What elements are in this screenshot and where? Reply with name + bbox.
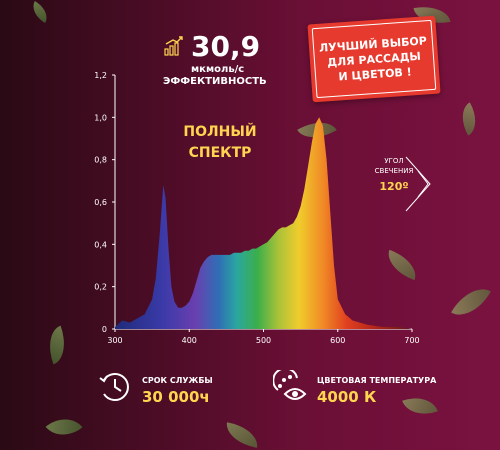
chart-title: СПЕКТР [189, 145, 252, 161]
x-axis: 300 400 500 600 700 [107, 328, 420, 345]
beam-angle-value: 120º [379, 180, 409, 193]
y-tick-label: 0 [102, 325, 107, 334]
color-temperature-label: ЦВЕТОВАЯ ТЕМПЕРАТУРА [317, 376, 437, 385]
y-tick-label: 1,0 [94, 113, 107, 122]
y-tick-label: 0,8 [94, 156, 107, 165]
x-tick-label: 600 [330, 336, 345, 345]
efficiency-label: ЭФФЕКТИВНОСТЬ [163, 76, 267, 87]
color-temperature-value: 4000 К [317, 388, 377, 406]
clock-icon [99, 373, 129, 401]
x-tick-label: 300 [107, 336, 122, 345]
y-tick-label: 0,4 [94, 240, 107, 249]
efficiency-unit: мкмоль/с [191, 64, 245, 75]
efficiency-growth-icon [164, 36, 183, 56]
chart-title: ПОЛНЫЙ [183, 123, 256, 140]
lifetime-value: 30 000ч [142, 388, 210, 406]
y-tick-label: 0,6 [94, 198, 107, 207]
spectrum-series [115, 117, 412, 329]
beam-angle-label: УГОЛ [384, 157, 404, 165]
x-tick-label: 400 [182, 336, 197, 345]
palette-eye-icon [273, 370, 307, 400]
spectrum-area [115, 117, 412, 329]
beam-angle-label: СВЕЧЕНИЯ [374, 167, 414, 175]
beam-angle-icon [405, 156, 431, 212]
lifetime-label: СРОК СЛУЖБЫ [142, 376, 213, 385]
x-tick-label: 700 [404, 336, 419, 345]
y-tick-label: 1,2 [94, 71, 107, 80]
y-tick-label: 0,2 [94, 283, 107, 292]
beam-angle-block: УГОЛ СВЕЧЕНИЯ 120º [370, 155, 438, 215]
y-axis: 0 0,2 0,4 0,6 0,8 1,0 1,2 [94, 71, 116, 334]
efficiency-value: 30,9 [191, 30, 261, 63]
x-tick-label: 500 [256, 336, 271, 345]
